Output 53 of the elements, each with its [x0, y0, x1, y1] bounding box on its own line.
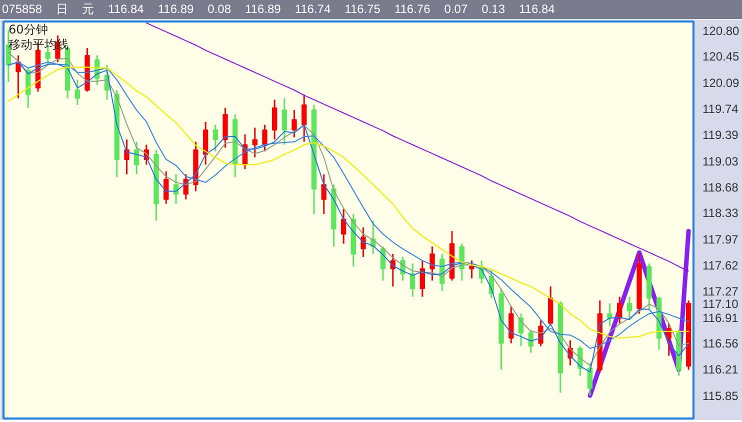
candlestick — [292, 109, 297, 138]
y-tick-label: 116.21 — [702, 362, 739, 377]
candlestick — [410, 262, 416, 298]
text: 116.84 — [519, 2, 555, 16]
chart-title: 60分钟 — [8, 22, 48, 36]
text: 0.07 — [444, 2, 468, 16]
text: 075858 — [2, 2, 42, 16]
y-tick-label: 120.80 — [702, 24, 740, 38]
candlestick — [252, 127, 258, 158]
candlestick — [212, 124, 218, 152]
candlestick — [617, 296, 622, 324]
y-tick-label: 116.91 — [702, 310, 739, 325]
text: 0.08 — [208, 2, 232, 16]
candlestick — [626, 296, 632, 319]
y-tick-label: 120.09 — [702, 76, 740, 90]
text: 0.13 — [482, 2, 505, 16]
candlestick — [420, 260, 425, 298]
candlestick — [302, 94, 307, 143]
candlestick — [74, 79, 80, 106]
y-tick-label: 117.97 — [702, 232, 739, 247]
text: 元 — [82, 2, 94, 16]
y-tick-label: 116.56 — [702, 336, 739, 351]
candlestick — [124, 138, 130, 175]
candlestick — [430, 246, 435, 282]
candlestick — [272, 98, 278, 140]
candlestick — [469, 260, 474, 280]
candlestick — [360, 226, 366, 258]
candlestick — [282, 97, 287, 146]
y-tick-label: 117.62 — [702, 258, 739, 273]
y-tick-label: 117.27 — [702, 284, 739, 298]
text: 116.75 — [344, 2, 380, 16]
candlestick — [321, 174, 326, 215]
y-tick-label: 120.45 — [702, 50, 740, 64]
y-tick-label: 115.85 — [702, 389, 739, 404]
y-tick-label: 119.39 — [702, 128, 739, 142]
candlestick — [262, 124, 268, 152]
candlestick — [134, 141, 140, 175]
text: 116.76 — [394, 2, 430, 16]
text: 116.74 — [294, 2, 331, 16]
line-series — [146, 22, 690, 272]
y-tick-label: 119.03 — [702, 154, 739, 168]
candlestick — [607, 302, 612, 328]
candlestick — [164, 170, 169, 205]
y-tick-label: 117.10 — [702, 296, 739, 311]
y-tick-label: 119.74 — [702, 102, 739, 116]
y-tick-label: 118.33 — [702, 206, 739, 220]
text: 116.89 — [245, 2, 281, 16]
candlestick — [587, 362, 593, 396]
candlestick — [341, 208, 346, 244]
text: 116.84 — [108, 2, 144, 16]
y-tick-label: 118.68 — [702, 180, 739, 194]
text: 日 — [56, 2, 68, 16]
text: 116.89 — [158, 2, 194, 16]
